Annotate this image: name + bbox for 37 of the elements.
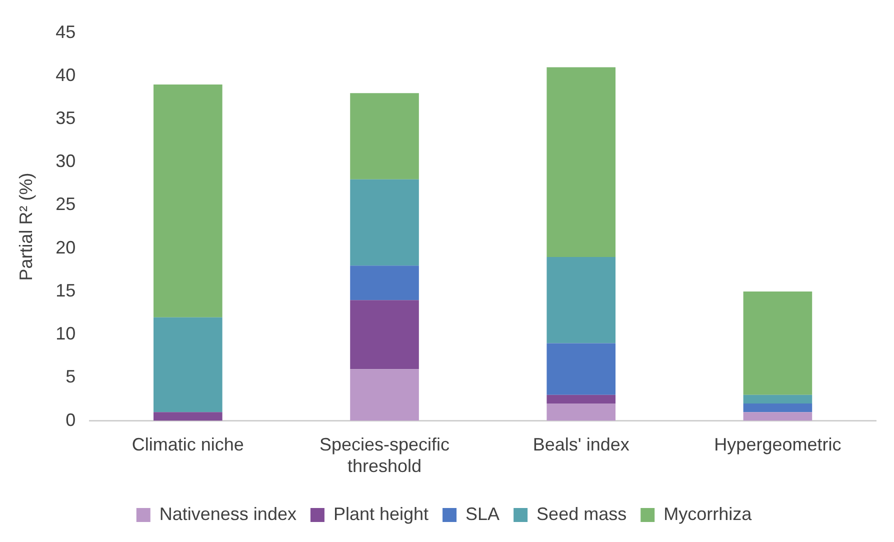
bar — [350, 179, 419, 266]
legend-label: Plant height — [333, 504, 429, 524]
y-axis-title: Partial R² (%) — [16, 172, 36, 281]
y-tick-label: 0 — [66, 410, 76, 430]
x-tick-label: Beals' index — [532, 434, 630, 455]
legend-label: SLA — [466, 504, 500, 524]
bar — [546, 256, 616, 344]
bar — [546, 343, 616, 395]
bar — [350, 300, 419, 370]
y-tick-label: 10 — [56, 324, 76, 344]
bar — [154, 412, 222, 421]
x-tick-label: Hypergeometric — [714, 434, 842, 455]
y-tick-label: 30 — [56, 151, 76, 172]
bar — [350, 369, 419, 421]
bar — [743, 412, 812, 421]
bar — [546, 394, 616, 404]
x-tick-label: Species-specific threshold — [319, 434, 450, 476]
legend-label: Seed mass — [536, 504, 627, 524]
bar — [350, 266, 419, 300]
legend-label: Nativeness index — [159, 504, 296, 524]
bar — [546, 404, 616, 421]
bar — [154, 317, 222, 412]
bar — [743, 394, 812, 404]
y-tick-label: 25 — [56, 194, 76, 214]
y-tick-label: 15 — [56, 280, 76, 300]
y-tick-label: 45 — [56, 22, 76, 42]
bar — [154, 84, 222, 318]
bar — [546, 67, 616, 257]
y-tick-label: 20 — [56, 237, 76, 258]
y-tick-label: 40 — [56, 64, 76, 85]
legend-label: Mycorrhiza — [664, 504, 753, 524]
y-tick-label: 5 — [66, 366, 76, 387]
bar — [743, 291, 812, 395]
x-tick-label: Climatic niche — [132, 434, 244, 455]
y-tick-label: 35 — [56, 108, 76, 128]
bar — [350, 93, 419, 180]
bar — [743, 404, 812, 412]
